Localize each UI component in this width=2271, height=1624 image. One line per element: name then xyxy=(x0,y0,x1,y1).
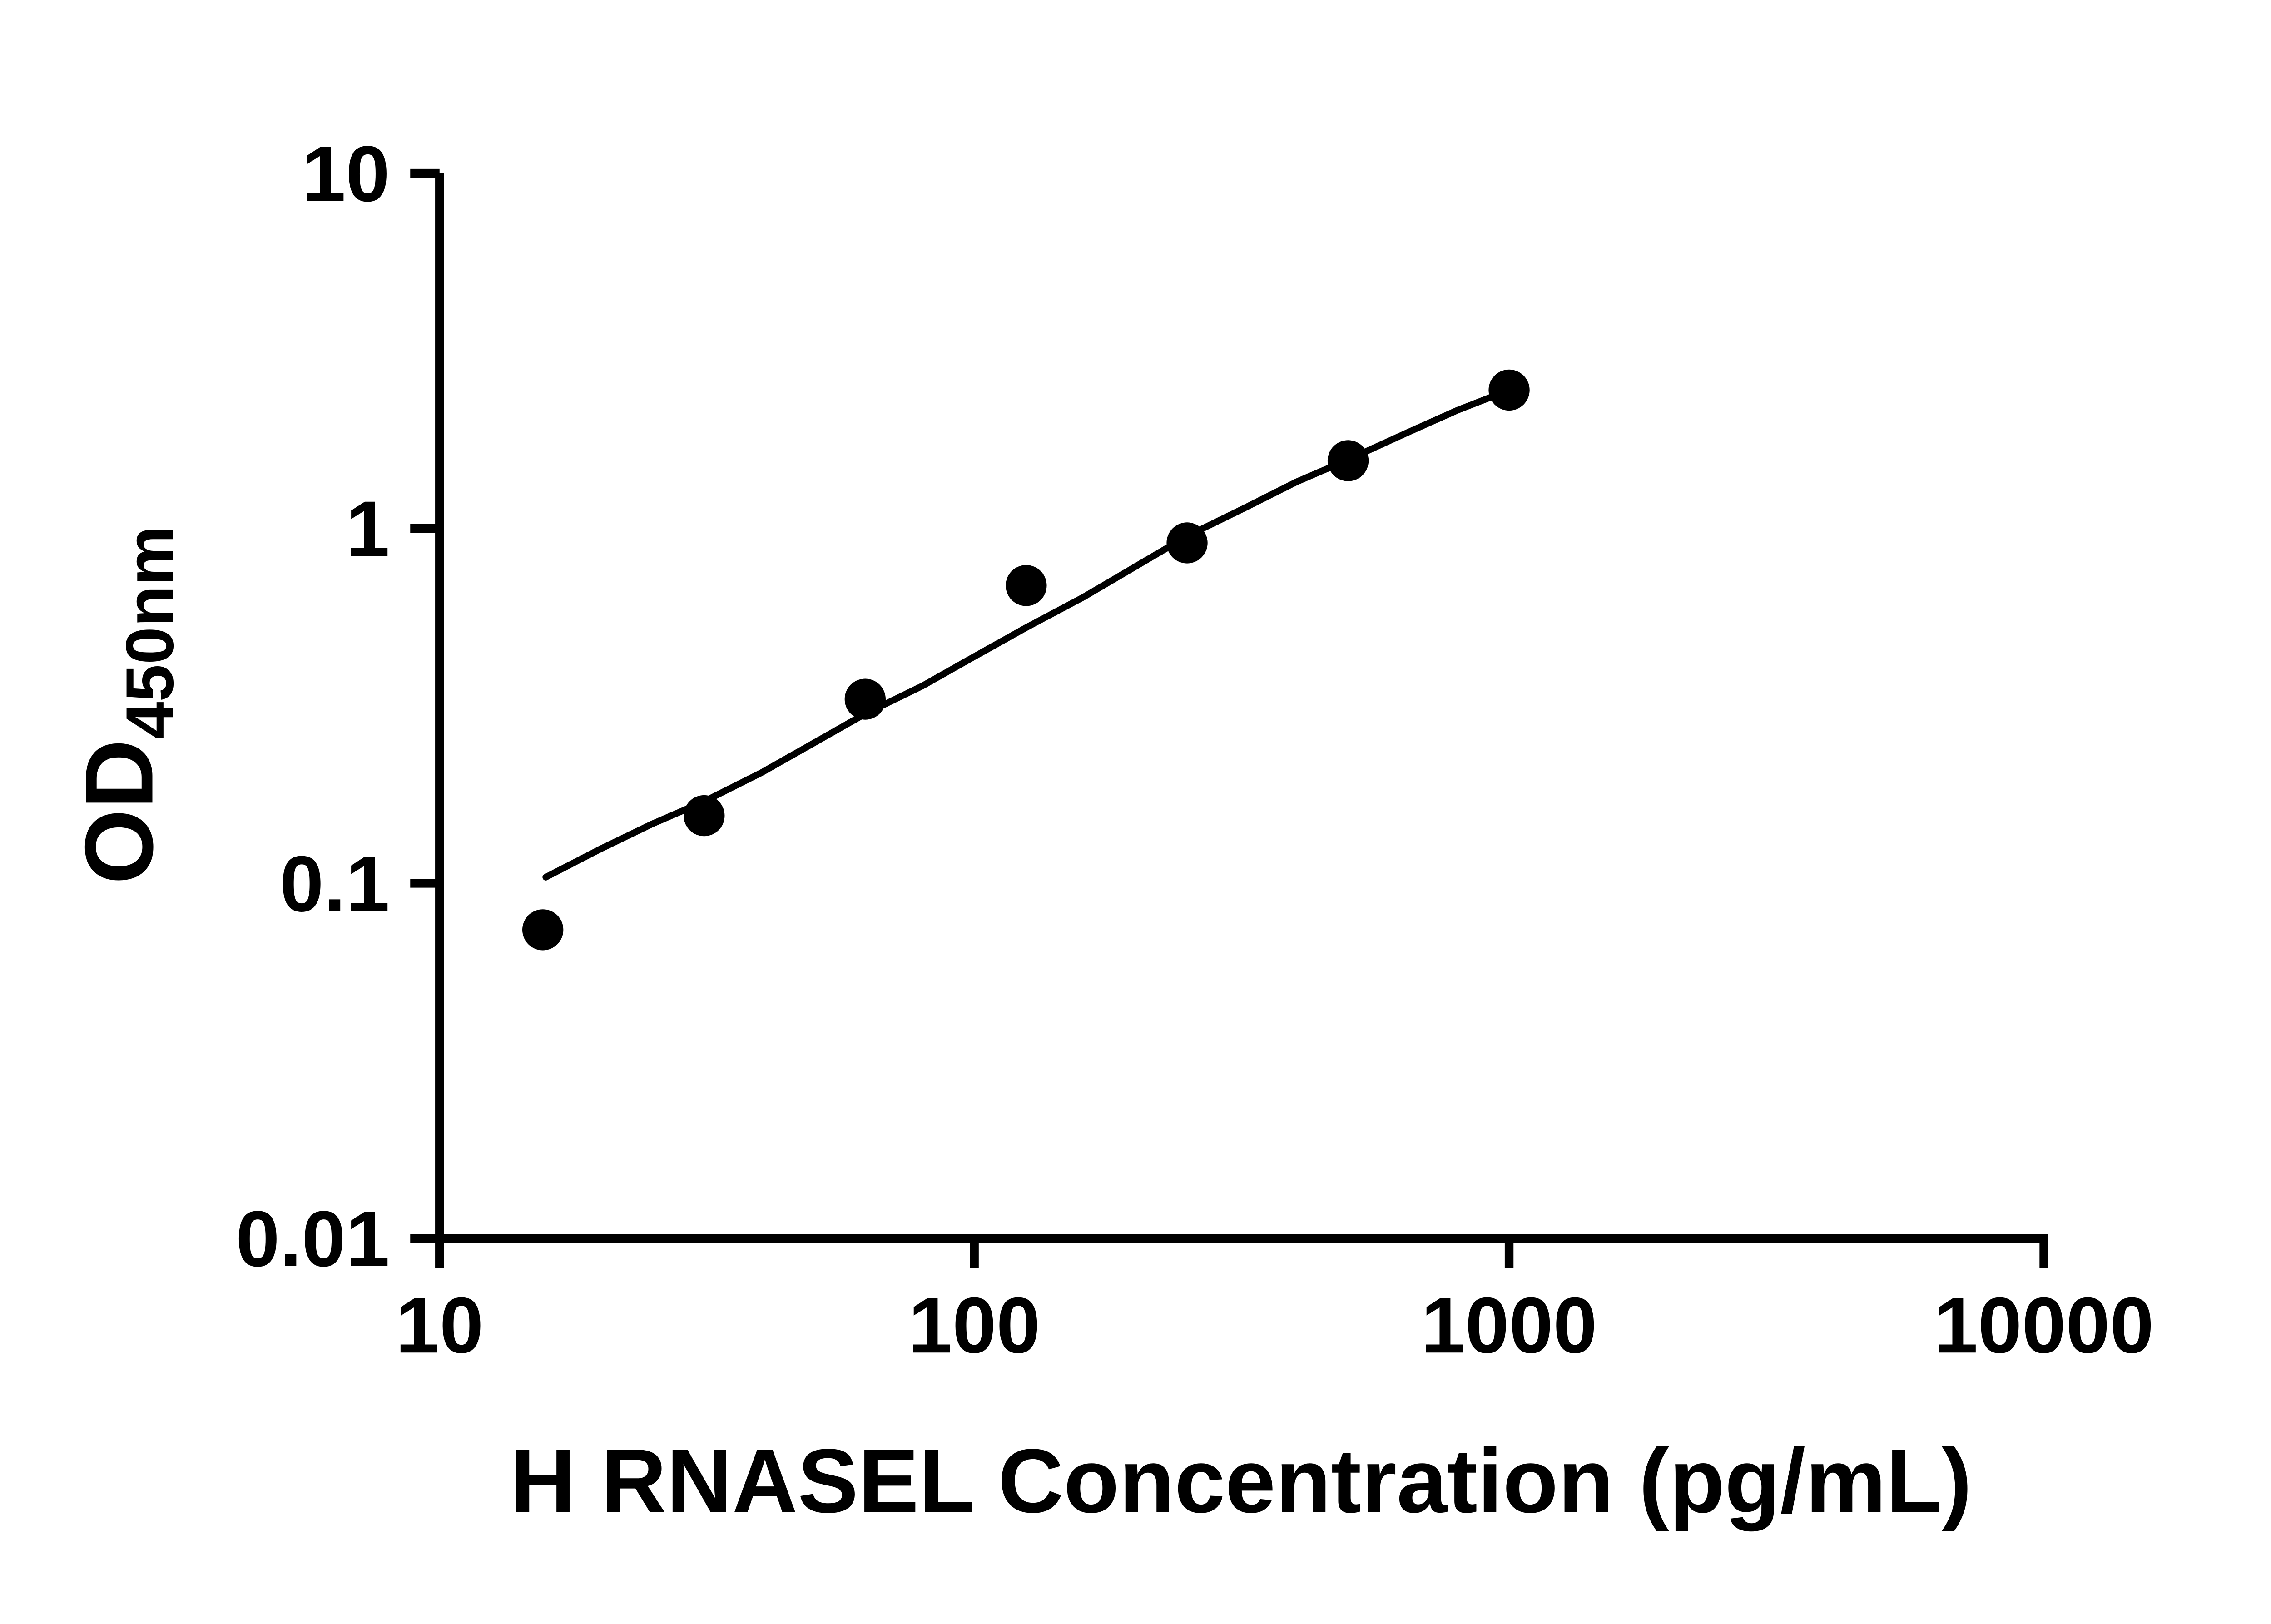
y-axis-tick-label: 0.1 xyxy=(280,839,390,928)
data-point xyxy=(844,678,886,720)
data-point xyxy=(1327,440,1369,481)
tick-marks xyxy=(410,168,2048,1268)
data-point xyxy=(1166,522,1208,564)
x-axis-tick-label: 10000 xyxy=(1934,1281,2154,1369)
y-axis-tick-label: 0.01 xyxy=(236,1194,390,1283)
x-axis-tick-label: 10 xyxy=(396,1281,484,1369)
y-axis-tick-label: 1 xyxy=(346,485,390,573)
axes xyxy=(435,173,2048,1243)
y-axis-title-main: OD xyxy=(65,739,173,884)
data-point xyxy=(522,909,564,951)
data-point xyxy=(684,795,725,837)
x-axis-tick-label: 100 xyxy=(908,1281,1041,1369)
data-points xyxy=(522,369,1530,951)
x-axis-title: H RNASEL Concentration (pg/mL) xyxy=(510,1431,1972,1532)
x-axis-tick-label: 1000 xyxy=(1421,1281,1597,1369)
y-axis-tick-label: 10 xyxy=(302,129,390,218)
y-axis-title: OD450nm xyxy=(65,526,187,884)
data-point xyxy=(1488,369,1530,411)
y-axis-title-subscript: 450nm xyxy=(113,526,188,739)
tick-labels: 10 100 1000 10000 0.01 0.1 1 10 xyxy=(236,129,2154,1369)
data-point xyxy=(1006,565,1047,606)
